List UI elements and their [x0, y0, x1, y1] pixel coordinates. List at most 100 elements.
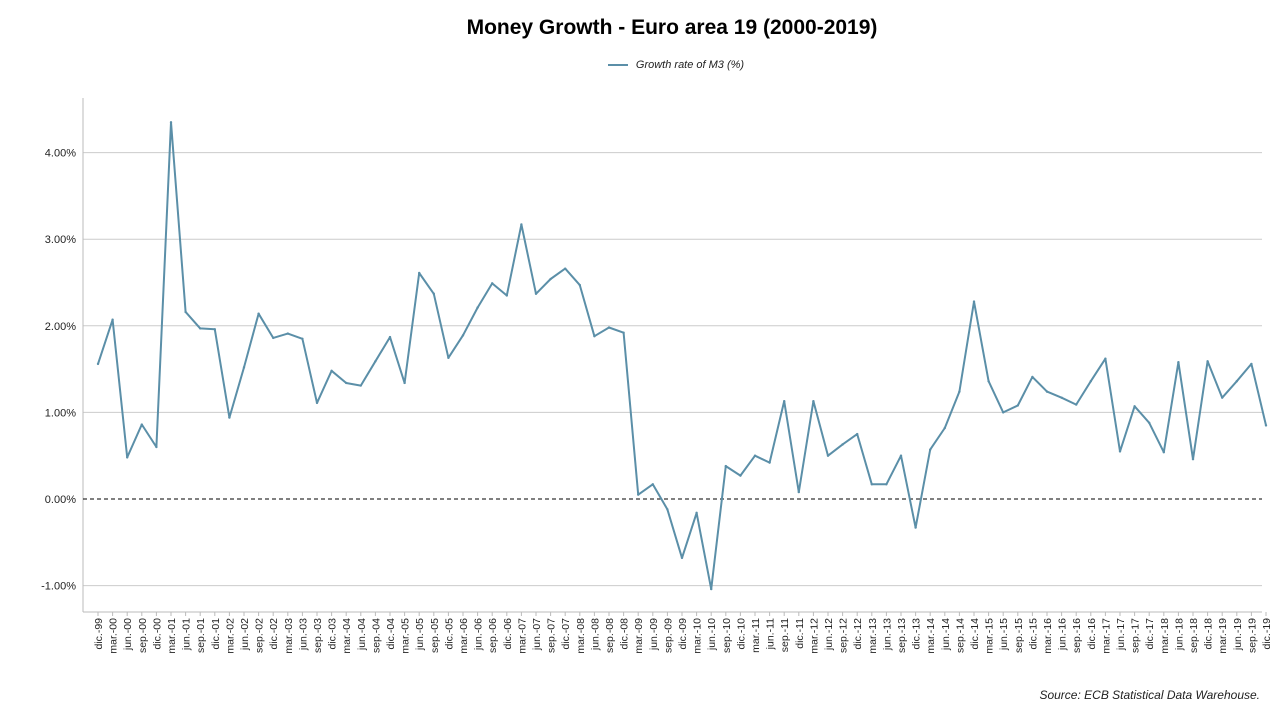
x-tick-label: dic.-07 [560, 618, 572, 650]
data-point [739, 474, 742, 477]
x-tick-label: mar.-06 [458, 618, 470, 654]
data-point [257, 312, 260, 315]
chart-title: Money Growth - Euro area 19 (2000-2019) [466, 16, 878, 39]
data-point [111, 318, 114, 321]
x-tick-label: sep.-01 [195, 618, 207, 653]
x-tick-label: sep.-11 [779, 618, 791, 652]
x-tick-label: sep.-12 [838, 618, 850, 653]
x-tick-label: sep.-16 [1071, 618, 1083, 653]
data-point [972, 300, 976, 303]
data-point [1075, 403, 1078, 406]
x-tick-label: mar.-08 [575, 618, 587, 654]
x-tick-label: mar.-15 [984, 618, 996, 654]
x-tick-label: dic.-03 [327, 618, 339, 650]
x-tick-label: jun.-05 [414, 618, 426, 651]
x-tick-label: sep.-13 [896, 618, 908, 653]
data-point [564, 267, 567, 270]
data-point [476, 306, 479, 309]
y-tick-label: 2.00% [45, 321, 76, 333]
x-tick-label: mar.-05 [400, 618, 412, 654]
x-tick-label: mar.-03 [283, 618, 295, 654]
data-point [534, 292, 538, 295]
y-tick-label: 1.00% [45, 407, 76, 419]
x-tick-label: sep.-17 [1130, 618, 1142, 653]
x-tick-label: mar.-04 [341, 618, 353, 654]
data-point [1045, 390, 1049, 393]
x-tick-label: jun.-09 [648, 618, 660, 651]
data-point [914, 526, 917, 529]
data-point [1177, 360, 1180, 364]
x-tick-label: mar.-02 [224, 618, 236, 654]
data-point [987, 380, 990, 383]
data-point [578, 283, 581, 287]
data-point [1002, 411, 1005, 414]
x-tick-label: sep.-18 [1188, 618, 1200, 653]
x-tick-label: jun.-14 [940, 618, 952, 651]
data-point [315, 401, 319, 405]
data-point [301, 337, 304, 340]
data-point [768, 461, 771, 464]
x-tick-label: jun.-08 [589, 618, 601, 651]
data-point [1031, 375, 1034, 379]
data-point [856, 432, 859, 436]
x-tick-label: mar.-19 [1217, 618, 1229, 654]
data-point [491, 282, 494, 285]
x-tick-label: dic.-16 [1086, 618, 1098, 650]
data-point [228, 416, 231, 419]
data-point [695, 511, 698, 515]
data-point [505, 294, 508, 297]
x-tick-label: dic.-17 [1144, 618, 1156, 650]
data-point [885, 483, 888, 486]
source-note: Source: ECB Statistical Data Warehouse. [1039, 688, 1260, 702]
data-point [403, 381, 406, 385]
y-tick-label: 4.00% [45, 148, 76, 160]
x-tick-label: jun.-16 [1057, 618, 1069, 651]
x-tick-label: dic.-13 [911, 618, 923, 650]
data-point [184, 310, 187, 314]
x-tick-label: dic.-12 [852, 618, 864, 650]
x-tick-label: dic.-00 [151, 618, 163, 650]
x-tick-label: jun.-04 [356, 618, 368, 651]
x-tick-label: dic.-06 [502, 618, 514, 650]
y-tick-label: -1.00% [41, 581, 76, 593]
legend: Growth rate of M3 (%) [0, 59, 1280, 71]
data-point [199, 327, 202, 330]
x-tick-label: dic.-18 [1203, 618, 1215, 650]
x-tick-label: mar.-11 [750, 618, 762, 653]
x-tick-label: jun.-01 [181, 618, 193, 651]
data-point [1118, 450, 1122, 453]
data-point [549, 277, 552, 281]
data-point [783, 399, 786, 403]
x-tick-label: mar.-17 [1100, 618, 1112, 654]
x-tick-label: jun.-18 [1173, 618, 1185, 651]
data-point [330, 369, 333, 373]
x-tick-label: jun.-13 [881, 618, 893, 651]
x-tick-label: sep.-15 [1013, 618, 1025, 653]
data-point [418, 271, 421, 275]
data-point [870, 483, 873, 486]
x-tick-label: mar.-16 [1042, 618, 1054, 654]
x-tick-label: mar.-18 [1159, 618, 1171, 654]
x-tick-label: sep.-04 [370, 618, 382, 653]
legend-swatch [607, 64, 628, 66]
legend-label: Growth rate of M3 (%) [635, 59, 745, 71]
x-tick-label: sep.-19 [1246, 618, 1258, 653]
x-tick-label: jun.-11 [765, 618, 777, 650]
x-tick-label: dic.-04 [385, 618, 397, 650]
data-point [374, 360, 377, 363]
data-point [1133, 405, 1136, 408]
data-point [666, 508, 669, 511]
x-tick-label: mar.-09 [633, 618, 645, 654]
x-tick-label: mar.-07 [516, 618, 528, 654]
data-point [447, 356, 450, 360]
data-point [826, 454, 830, 457]
x-tick-label: sep.-08 [604, 618, 616, 653]
data-point [1104, 357, 1107, 360]
data-point [169, 121, 173, 124]
x-tick-label: dic.-05 [443, 618, 455, 650]
data-point [461, 334, 465, 337]
data-point [710, 587, 713, 591]
x-tick-label: sep.-00 [137, 618, 149, 653]
x-tick-label: mar.-12 [808, 618, 820, 654]
x-tick-label: jun.-10 [706, 618, 718, 651]
